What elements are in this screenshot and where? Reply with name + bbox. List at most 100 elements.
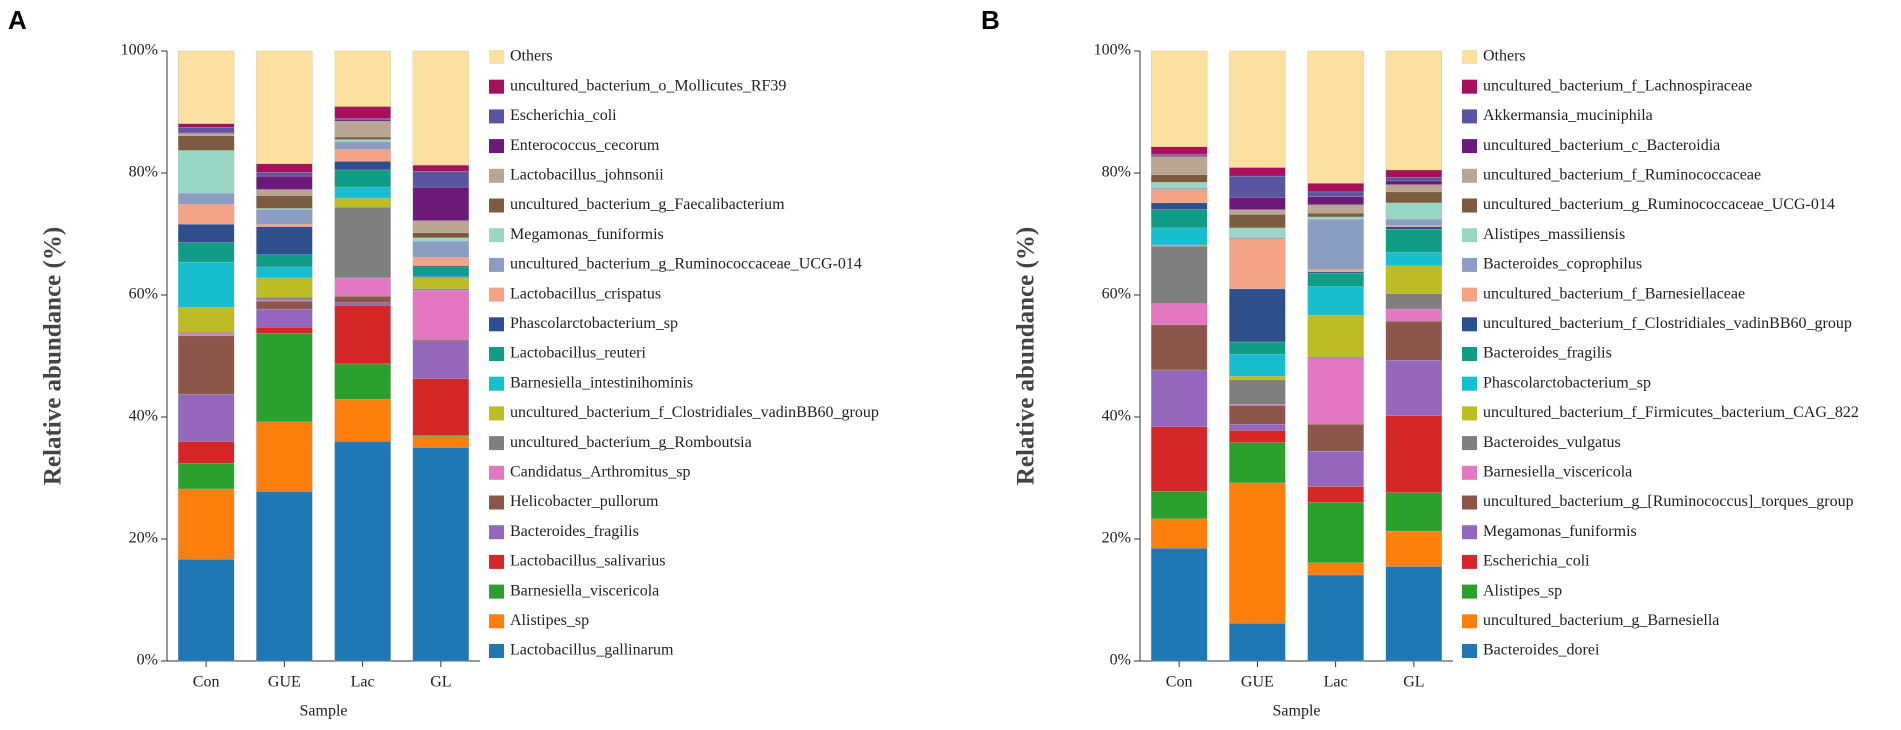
bar-segment [1150, 244, 1208, 247]
legend-label: Lactobacillus_gallinarum [510, 642, 674, 659]
y-tick-label: 0% [1110, 652, 1131, 669]
bar-segment [412, 340, 470, 379]
bar-segment [334, 302, 391, 306]
bar-segment [1307, 562, 1364, 576]
y-tick-label: 0% [137, 652, 158, 669]
bar-segment [1307, 50, 1364, 184]
y-tick-label: 80% [129, 164, 158, 181]
bar-segment [1307, 286, 1364, 316]
bar-segment [1150, 246, 1208, 304]
bar-segment [334, 169, 391, 188]
bar-segment [177, 133, 235, 136]
bar-segment [1385, 169, 1443, 178]
legend-swatch [1462, 139, 1477, 154]
bar-segment [1229, 404, 1286, 406]
bar-segment [256, 50, 313, 164]
bar-segment [1307, 272, 1364, 287]
legend-label: Candidatus_Arthromitus_sp [510, 463, 690, 480]
bar-segment [256, 224, 313, 227]
bar-segment [177, 332, 235, 334]
bar-segment [1229, 341, 1286, 355]
legend-swatch [489, 257, 504, 272]
bar-segment [412, 266, 470, 277]
bar-segment [256, 209, 313, 225]
bar-segment [412, 339, 470, 341]
legend-label: uncultured_bacterium_g_Romboutsia [510, 434, 752, 451]
bar-segment [1307, 451, 1364, 487]
legend-swatch [1462, 168, 1477, 183]
legend-label: Others [1483, 48, 1526, 65]
bar-segment [1385, 530, 1443, 567]
bar-segment [177, 123, 235, 128]
bar-segment [1229, 424, 1286, 431]
bar-segment [256, 175, 313, 190]
bar-segment [1229, 375, 1286, 380]
bar-segment [1150, 369, 1208, 427]
bar-segment [177, 50, 235, 124]
legend-label: Lactobacillus_crispatus [510, 285, 661, 302]
legend-label: uncultured_bacterium_g_[Ruminococcus]_to… [1483, 493, 1854, 510]
legend-label: Lactobacillus_johnsonii [510, 166, 664, 183]
legend-label: Bacteroides_coprophilus [1483, 256, 1642, 273]
bar-segment [1150, 50, 1208, 147]
bar-segment [1307, 204, 1364, 214]
bar-segment [1307, 486, 1364, 503]
bar-segment [1150, 156, 1208, 175]
bar-segment [1150, 181, 1208, 189]
legend-label: uncultured_bacterium_g_Ruminococcaceae_U… [510, 256, 862, 273]
bar-segment [1229, 227, 1286, 238]
legend-label: uncultured_bacterium_g_Faecalibacterium [510, 196, 785, 213]
legend-label: uncultured_bacterium_g_Ruminococcaceae_U… [1483, 196, 1835, 213]
legend-swatch [489, 525, 504, 540]
bar-segment [177, 192, 235, 205]
bar-segment [1229, 379, 1286, 405]
bar-segment [1385, 415, 1443, 493]
bar-segment [334, 441, 391, 662]
bar-segment [412, 447, 470, 662]
legend-label: uncultured_bacterium_c_Bacteroidia [1483, 137, 1720, 154]
bar-segment [256, 163, 313, 173]
bar-segment [334, 106, 391, 119]
bar-segment [412, 276, 470, 279]
legend-swatch [489, 228, 504, 243]
bar-segment [412, 241, 470, 258]
bar-segment [256, 189, 313, 196]
bar-segment [177, 394, 235, 442]
bar-segment [412, 378, 470, 436]
legend-label: Alistipes_sp [1483, 582, 1562, 599]
bar-segment [256, 421, 313, 492]
bar-segment [1150, 518, 1208, 549]
bar-segment [1307, 196, 1364, 205]
x-tick-label: GL [430, 674, 451, 691]
legend-swatch [1462, 584, 1477, 599]
bar-segment [256, 195, 313, 209]
bar-segment [1385, 566, 1443, 662]
legend-swatch [1462, 257, 1477, 272]
legend-label: uncultured_bacterium_o_Mollicutes_RF39 [510, 77, 786, 94]
y-axis-label: Relative abundance (%) [1013, 227, 1040, 485]
legend-swatch [489, 347, 504, 361]
bar-segment [1307, 357, 1364, 425]
bar-segment [1229, 623, 1286, 662]
bar-segment [412, 288, 470, 291]
legend-swatch [489, 406, 504, 421]
bar-segment [1307, 269, 1364, 272]
legend-swatch [489, 644, 504, 658]
bar-segment [1229, 442, 1286, 484]
bar-segment [334, 50, 391, 107]
bar-segment [334, 121, 391, 138]
bar-segment [1229, 50, 1286, 168]
bar-segment [334, 149, 391, 162]
x-axis-label: Sample [300, 703, 348, 720]
bar-segment [1229, 197, 1286, 210]
x-tick-label: GUE [1241, 674, 1274, 691]
y-tick-label: 40% [129, 408, 158, 425]
legend-label: uncultured_bacterium_f_Clostridiales_vad… [510, 404, 879, 421]
legend-swatch [1462, 495, 1477, 510]
y-tick-label: 100% [1094, 42, 1131, 59]
bar-segment [177, 335, 235, 395]
bar-segment [177, 242, 235, 263]
bar-segment [1385, 50, 1443, 171]
bar-segment [1150, 155, 1208, 157]
